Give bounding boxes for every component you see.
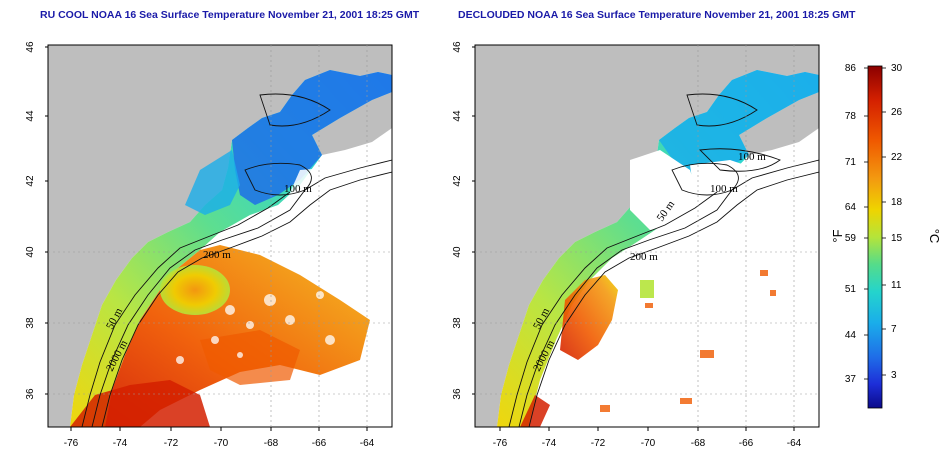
colorbar-f-tick: 59	[845, 233, 857, 244]
x-tick-label: -70	[641, 438, 656, 449]
right-bathymetry-contours	[508, 93, 819, 427]
left-y-axis: 36 38 40 42 44 46	[25, 41, 48, 400]
right-map-frame	[474, 44, 820, 428]
y-tick-label: 44	[452, 110, 463, 122]
right-land	[475, 45, 819, 427]
colorbar-f-tick: 86	[845, 63, 857, 74]
colorbar-f-tick: 44	[845, 330, 857, 341]
colorbar-c-tick: 18	[891, 197, 903, 208]
colorbar-f-tick: 37	[845, 374, 857, 385]
right-y-axis: 36 38 40 42 44 46	[452, 41, 475, 400]
y-tick-label: 46	[452, 41, 463, 53]
y-tick-label: 38	[452, 317, 463, 329]
right-contour-label: 200 m	[630, 251, 658, 263]
left-bathymetry-contours	[81, 93, 392, 427]
colorbar-f-tick: 51	[845, 284, 857, 295]
right-nova-scotia	[739, 92, 819, 155]
right-map-title: DECLOUDED NOAA 16 Sea Surface Temperatur…	[458, 9, 856, 21]
x-tick-label: -64	[360, 438, 375, 449]
left-map-title: RU COOL NOAA 16 Sea Surface Temperature …	[40, 9, 420, 21]
x-tick-label: -68	[691, 438, 706, 449]
x-tick-label: -74	[542, 438, 557, 449]
x-tick-label: -68	[264, 438, 279, 449]
colorbar-c-tick: 15	[891, 233, 903, 244]
x-tick-label: -64	[787, 438, 802, 449]
left-nova-scotia	[312, 92, 392, 155]
colorbar-f-tick: 78	[845, 111, 857, 122]
colorbar-c-tick: 7	[891, 324, 897, 335]
right-map	[475, 45, 819, 427]
left-x-axis: -76 -74 -72 -70 -68 -66 -64	[64, 427, 375, 449]
colorbar-c-tick: 26	[891, 107, 903, 118]
x-tick-label: -70	[214, 438, 229, 449]
right-contour-label: 100 m	[738, 151, 766, 163]
x-tick-label: -74	[113, 438, 128, 449]
left-grid	[48, 45, 392, 427]
left-land	[48, 45, 392, 427]
colorbar: 86 78 71 64 59 51 44 37 30 26 22 18 15 1…	[830, 63, 942, 409]
x-tick-label: -76	[64, 438, 79, 449]
colorbar-celsius-unit: °C	[927, 229, 942, 244]
right-grid	[475, 45, 819, 427]
colorbar-f-tick: 71	[845, 157, 857, 168]
y-tick-label: 36	[452, 388, 463, 400]
y-tick-label: 46	[25, 41, 36, 53]
x-tick-label: -66	[739, 438, 754, 449]
colorbar-c-tick: 30	[891, 63, 903, 74]
left-contour-label: 100 m	[284, 183, 312, 195]
x-tick-label: -76	[493, 438, 508, 449]
left-contour-label: 200 m	[203, 249, 231, 261]
right-contour-label: 100 m	[710, 183, 738, 195]
colorbar-c-tick: 3	[891, 370, 897, 381]
y-tick-label: 38	[25, 317, 36, 329]
left-gulf-of-maine	[232, 70, 392, 205]
colorbar-c-tick: 22	[891, 152, 903, 163]
y-tick-label: 42	[452, 175, 463, 187]
x-tick-label: -72	[591, 438, 606, 449]
left-map-frame	[47, 44, 393, 428]
y-tick-label: 40	[452, 246, 463, 258]
y-tick-label: 40	[25, 246, 36, 258]
y-tick-label: 44	[25, 110, 36, 122]
left-map	[48, 45, 392, 427]
colorbar-c-tick: 11	[891, 280, 902, 291]
x-tick-label: -72	[164, 438, 179, 449]
y-tick-label: 42	[25, 175, 36, 187]
x-tick-label: -66	[312, 438, 327, 449]
y-tick-label: 36	[25, 388, 36, 400]
colorbar-f-tick: 64	[845, 202, 857, 213]
right-x-axis: -76 -74 -72 -70 -68 -66 -64	[493, 427, 802, 449]
colorbar-gradient	[867, 65, 883, 409]
right-gulf-of-maine	[659, 70, 819, 175]
colorbar-fahrenheit-unit: °F	[830, 229, 845, 242]
